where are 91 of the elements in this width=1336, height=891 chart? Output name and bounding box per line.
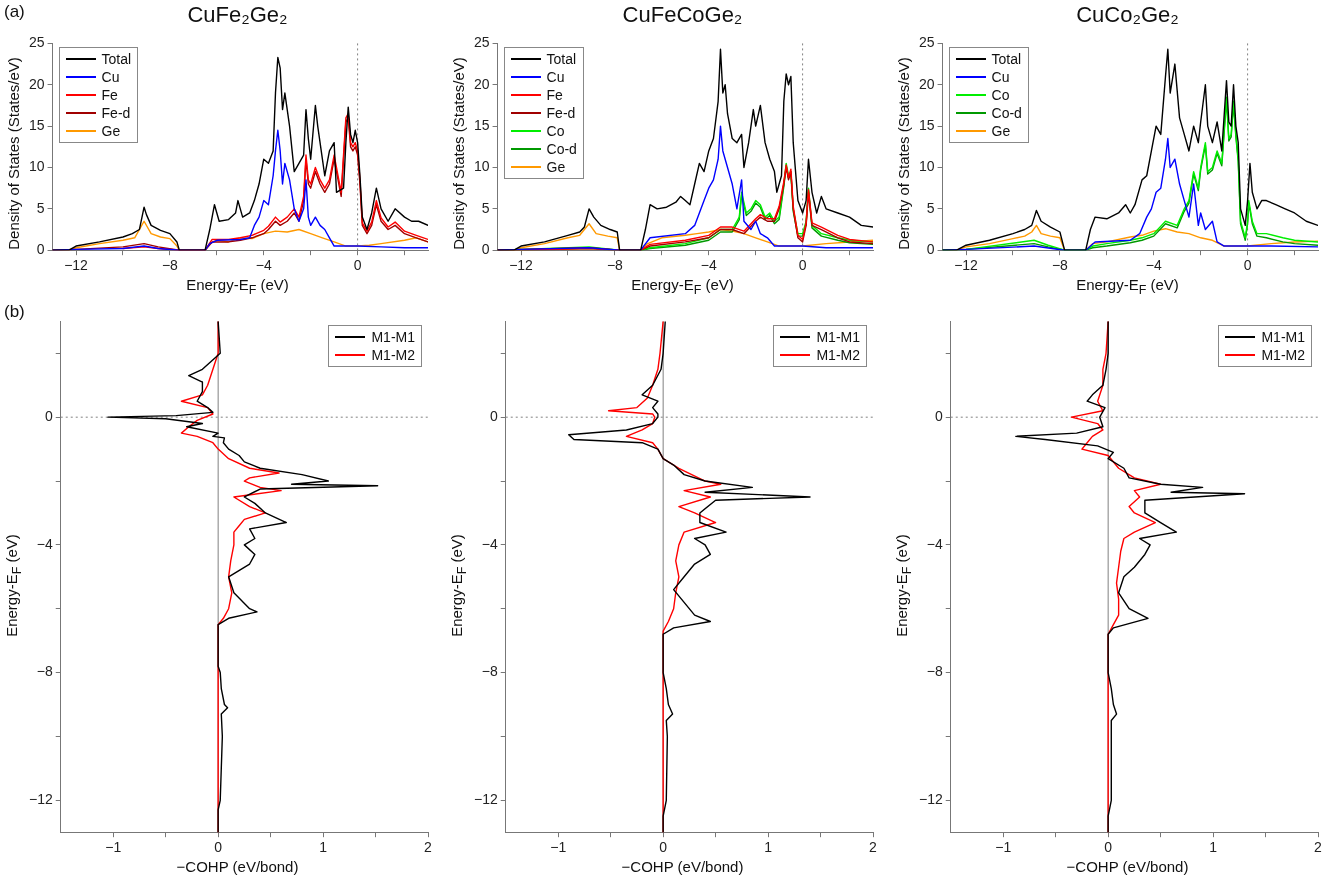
y-tick-label: −8 xyxy=(926,663,943,680)
x-tick-label: −12 xyxy=(509,257,534,274)
y-tick-label: −4 xyxy=(36,535,53,552)
y-axis-title: Density of States (States/eV) xyxy=(894,56,912,252)
legend-label: Ge xyxy=(546,158,566,177)
x-tick-label: −1 xyxy=(995,839,1012,856)
y-tick-label: −12 xyxy=(919,791,943,808)
chart-title: CuFe₂Ge₂ xyxy=(186,2,289,28)
legend-label: Fe-d xyxy=(546,104,576,123)
legend-label: Co xyxy=(991,86,1010,105)
x-axis-title: −COHP (eV/bond) xyxy=(1065,858,1190,875)
y-tick-label: 10 xyxy=(28,158,45,175)
x-tick-label: −12 xyxy=(64,257,89,274)
x-tick-label: −4 xyxy=(700,257,717,274)
x-tick-label: 0 xyxy=(1104,839,1113,856)
y-axis-title: Density of States (States/eV) xyxy=(449,56,467,252)
y-tick-label: 15 xyxy=(473,116,490,133)
x-tick-label: −8 xyxy=(606,257,624,274)
y-tick-label: 15 xyxy=(28,116,45,133)
legend-label: Ge xyxy=(101,122,121,141)
chart-title: CuFeCoGe₂ xyxy=(621,2,744,28)
y-tick-label: 5 xyxy=(926,199,935,216)
x-axis-title: Energy-E$_{F}$ (eV) xyxy=(630,276,735,297)
x-tick-label: −12 xyxy=(954,257,979,274)
y-axis-title: Density of States (States/eV) xyxy=(4,56,22,252)
y-tick-label: 25 xyxy=(28,34,45,51)
x-axis-title: Energy-E$_{F}$ (eV) xyxy=(185,276,290,297)
x-tick-label: 2 xyxy=(424,839,433,856)
legend-label: Cu xyxy=(991,68,1010,87)
x-tick-label: 1 xyxy=(764,839,773,856)
x-tick-label: −4 xyxy=(255,257,272,274)
x-tick-label: 1 xyxy=(319,839,328,856)
x-axis-title: Energy-E$_{F}$ (eV) xyxy=(1075,276,1180,297)
text: (a) xyxy=(4,2,25,22)
y-tick-label: 25 xyxy=(473,34,490,51)
legend-label: Co xyxy=(546,122,565,141)
chart-title: CuCo₂Ge₂ xyxy=(1075,2,1180,28)
y-tick-label: 5 xyxy=(36,199,45,216)
legend-label: Co-d xyxy=(991,104,1022,123)
legend-label: Fe xyxy=(546,86,563,105)
legend-label: Total xyxy=(546,50,577,69)
y-tick-label: 20 xyxy=(918,75,935,92)
legend-label: Co-d xyxy=(546,140,577,159)
legend-label: Cu xyxy=(546,68,565,87)
legend-label: M1-M1 xyxy=(371,328,415,347)
y-tick-label: 0 xyxy=(934,408,943,425)
y-tick-label: 0 xyxy=(926,241,935,258)
y-tick-label: −4 xyxy=(926,535,943,552)
legend-label: Total xyxy=(101,50,132,69)
legend-label: M1-M2 xyxy=(371,346,415,365)
y-tick-label: 20 xyxy=(28,75,45,92)
y-tick-label: −12 xyxy=(29,791,53,808)
legend-label: Fe-d xyxy=(101,104,131,123)
legend-label: Total xyxy=(991,50,1022,69)
y-tick-label: 0 xyxy=(36,241,45,258)
x-axis-title: −COHP (eV/bond) xyxy=(620,858,745,875)
legend-label: M1-M2 xyxy=(1261,346,1305,365)
text: (b) xyxy=(4,302,25,322)
y-tick-label: 10 xyxy=(918,158,935,175)
legend-label: M1-M2 xyxy=(816,346,860,365)
y-tick-label: 25 xyxy=(918,34,935,51)
x-tick-label: 2 xyxy=(869,839,878,856)
x-tick-label: 0 xyxy=(214,839,223,856)
x-axis-title: −COHP (eV/bond) xyxy=(175,858,300,875)
x-tick-label: −1 xyxy=(105,839,122,856)
y-tick-label: 20 xyxy=(473,75,490,92)
y-tick-label: −4 xyxy=(481,535,498,552)
y-tick-label: −8 xyxy=(36,663,53,680)
x-tick-label: 1 xyxy=(1209,839,1218,856)
x-tick-label: 0 xyxy=(353,257,362,274)
x-tick-label: 0 xyxy=(659,839,668,856)
y-tick-label: 0 xyxy=(44,408,53,425)
x-tick-label: −8 xyxy=(161,257,179,274)
y-tick-label: 15 xyxy=(918,116,935,133)
y-tick-label: 0 xyxy=(481,241,490,258)
y-tick-label: 10 xyxy=(473,158,490,175)
x-tick-label: 0 xyxy=(1243,257,1252,274)
legend-label: Fe xyxy=(101,86,118,105)
y-tick-label: −12 xyxy=(474,791,498,808)
y-tick-label: 0 xyxy=(489,408,498,425)
y-tick-label: 5 xyxy=(481,199,490,216)
x-tick-label: −4 xyxy=(1145,257,1162,274)
x-tick-label: −8 xyxy=(1051,257,1069,274)
x-tick-label: 2 xyxy=(1314,839,1323,856)
x-tick-label: −1 xyxy=(550,839,567,856)
legend-label: Cu xyxy=(101,68,120,87)
legend-label: Ge xyxy=(991,122,1011,141)
legend-label: M1-M1 xyxy=(816,328,860,347)
y-tick-label: −8 xyxy=(481,663,498,680)
x-tick-label: 0 xyxy=(798,257,807,274)
legend-label: M1-M1 xyxy=(1261,328,1305,347)
